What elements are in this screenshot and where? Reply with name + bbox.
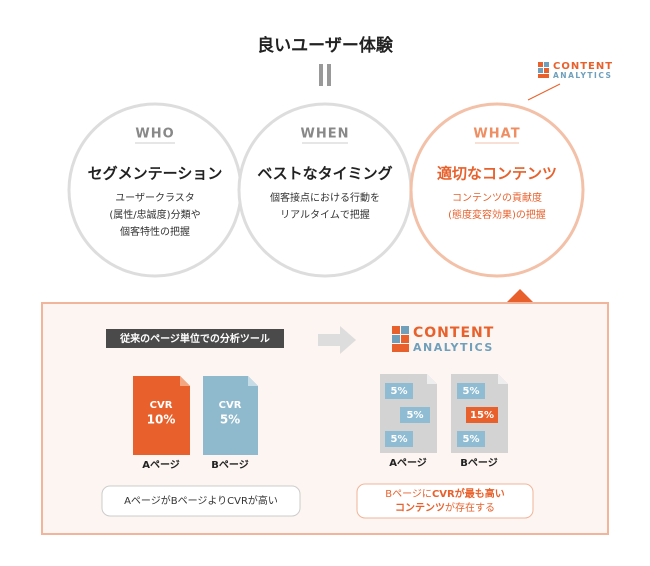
- note-part: CVRが最も高い: [432, 487, 505, 500]
- logo-text: CONTENT: [553, 61, 613, 72]
- page-fold: [498, 374, 508, 384]
- equals-bar: [319, 64, 323, 86]
- doc-metric: CVR: [150, 400, 173, 411]
- cell-value: 5%: [463, 434, 480, 445]
- circle-desc: (態度変容効果)の把握: [448, 208, 546, 221]
- note-box: [101, 485, 301, 517]
- cell: [385, 383, 413, 399]
- cell: [385, 431, 413, 447]
- equals-bar: [327, 64, 331, 86]
- page-doc: [203, 376, 258, 455]
- doc-caption: Bページ: [460, 457, 497, 469]
- cell: [466, 407, 498, 423]
- circle-desc: (属性/忠誠度)分類や: [109, 208, 200, 221]
- page-fold: [248, 376, 258, 386]
- logo: CONTENT ANALYTICS: [538, 61, 613, 80]
- doc-caption: Aページ: [389, 457, 427, 469]
- tag: 従来のページ単位での分析ツール: [119, 332, 270, 345]
- doc-value: 5%: [220, 413, 240, 427]
- circle-label: WHO: [135, 127, 174, 142]
- note: BページにCVRが最も高い: [385, 487, 504, 500]
- circle-title: セグメンテーション: [88, 165, 223, 183]
- circle-label: WHEN: [301, 127, 350, 142]
- circle-desc: コンテンツの貢献度: [452, 191, 542, 204]
- cell-value: 15%: [470, 410, 494, 421]
- note-part: Bページに: [385, 488, 432, 500]
- cell-value: 5%: [391, 386, 408, 397]
- logo-text: ANALYTICS: [413, 341, 494, 354]
- circle-desc: 個客接点における行動を: [270, 191, 380, 204]
- page-fold: [427, 374, 437, 384]
- pointer: [506, 289, 534, 303]
- circle-label: WHAT: [473, 127, 520, 142]
- page-doc: [133, 376, 190, 455]
- arrow: [318, 326, 356, 354]
- note-part: が存在する: [445, 501, 495, 514]
- doc-caption: Aページ: [142, 459, 180, 471]
- circle-title: ベストなタイミング: [257, 165, 392, 183]
- note-part: コンテンツ: [395, 502, 445, 514]
- connector: [527, 83, 561, 101]
- circle-desc: ユーザークラスタ: [115, 192, 195, 204]
- cell: [400, 407, 430, 423]
- note: AページがBページよりCVRが高い: [124, 494, 278, 507]
- doc-value: 10%: [147, 413, 176, 427]
- doc-caption: Bページ: [211, 459, 248, 471]
- note-box: [356, 483, 534, 519]
- cell-value: 5%: [407, 410, 424, 421]
- cell: [457, 383, 485, 399]
- cell: [457, 431, 485, 447]
- logo-text: CONTENT: [413, 325, 494, 341]
- page-fold: [180, 376, 190, 386]
- circle-desc: 個客特性の把握: [120, 225, 190, 238]
- logo-text: ANALYTICS: [553, 71, 612, 80]
- doc-metric: CVR: [219, 400, 242, 411]
- tag-bg: [106, 329, 284, 348]
- title: 良いユーザー体験: [257, 35, 394, 56]
- note: コンテンツが存在する: [395, 501, 495, 514]
- circle-desc: リアルタイムで把握: [280, 208, 370, 221]
- panel-logo: CONTENT ANALYTICS: [392, 325, 494, 354]
- circle-title: 適切なコンテンツ: [437, 165, 557, 183]
- circle: [409, 102, 585, 278]
- cell-value: 5%: [463, 386, 480, 397]
- cell-value: 5%: [391, 434, 408, 445]
